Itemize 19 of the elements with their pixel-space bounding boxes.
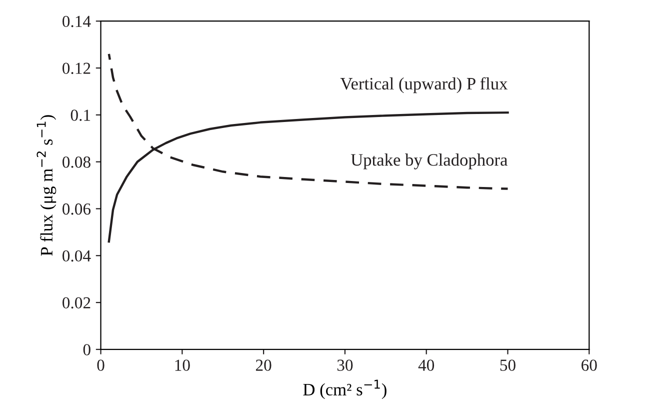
x-tick-label: 0 [97, 360, 104, 371]
x-tick-label: 20 [256, 360, 272, 371]
y-tick-label: 0.08 [62, 156, 90, 168]
y-tick-label: 0.02 [62, 297, 90, 309]
x-tick-label: 40 [418, 360, 434, 371]
x-tick-label: 60 [582, 360, 597, 371]
y-tick-label: 0.14 [62, 16, 91, 28]
x-tick-label: 50 [500, 360, 516, 371]
y-tick-label: 0.04 [62, 250, 91, 262]
x-tick-label: 30 [337, 360, 353, 371]
series-label: Vertical (upward) P flux [340, 77, 508, 94]
y-tick-label: 0.1 [70, 110, 90, 121]
x-tick-label: 10 [175, 360, 190, 371]
series-label: Uptake by Cladophora [350, 154, 508, 170]
y-axis-title: P flux (μg m$^{−2}$ s$^{−1}$) [36, 115, 56, 256]
y-tick-label: 0 [83, 344, 90, 356]
y-tick-label: 0.12 [62, 62, 90, 74]
x-axis-title: D (cm² s$^{−1}$) [303, 380, 386, 400]
y-tick-label: 0.06 [62, 203, 91, 215]
